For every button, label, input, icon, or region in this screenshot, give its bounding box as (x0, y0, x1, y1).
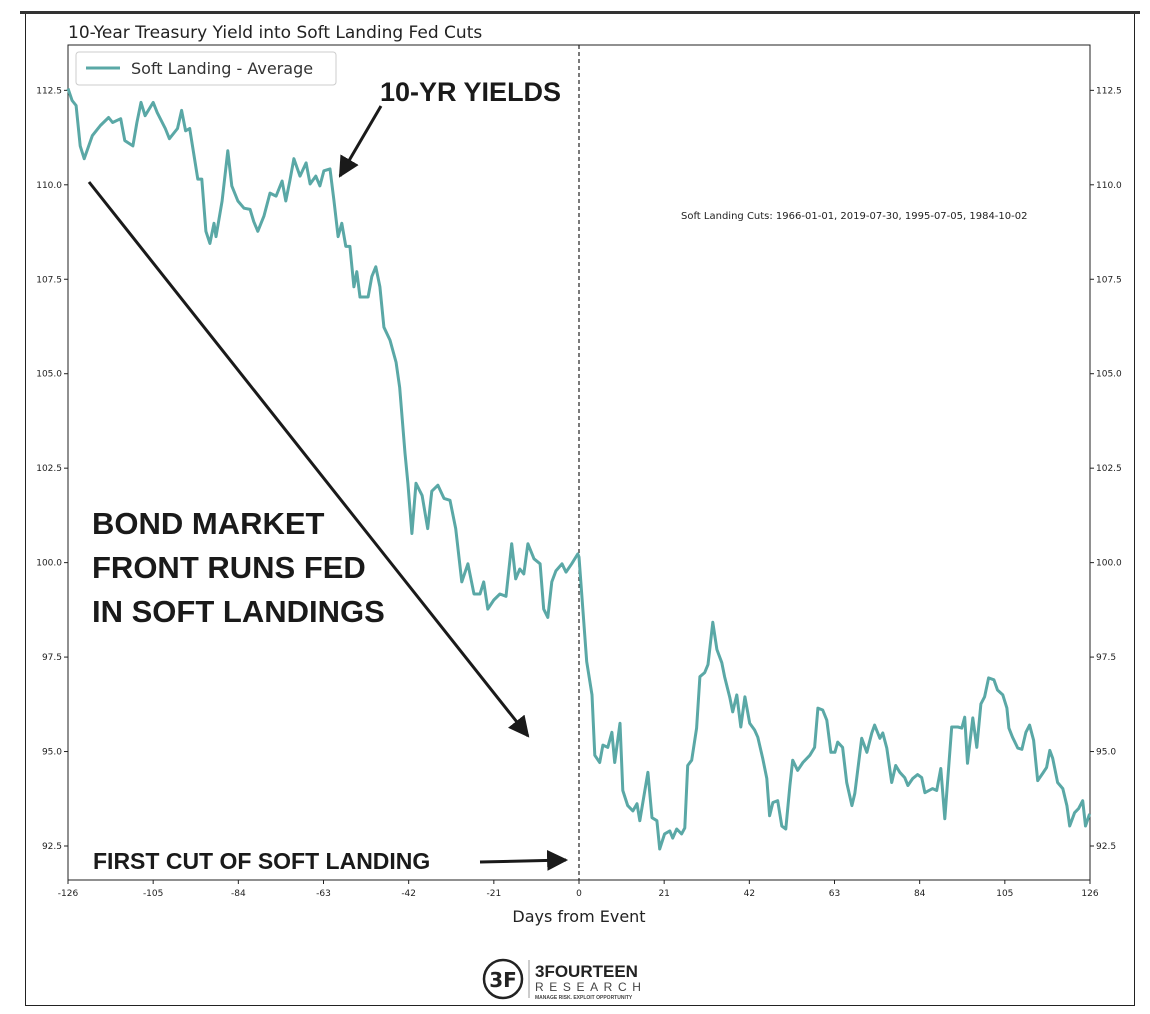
x-axis: -126 -105 -84 -63 -42 -21 0 21 42 63 84 105 126 (58, 880, 1099, 899)
y-tick-label-right: 97.5 (1096, 653, 1116, 663)
x-tick-label: -105 (143, 889, 163, 899)
trend-arrow (87, 181, 530, 738)
x-tick-label: 63 (829, 889, 840, 899)
x-axis-label: Days from Event (512, 907, 645, 926)
yields-arrow (338, 105, 383, 178)
y-axis-left: 92.5 95.0 97.5 100.0 102.5 105.0 107.5 110.0 112… (36, 86, 68, 852)
y-tick-label-right: 105.0 (1096, 370, 1122, 380)
y-tick-label-right: 107.5 (1096, 275, 1122, 285)
x-tick-label: 84 (914, 889, 926, 899)
logo-tagline: MANAGE RISK. EXPLOIT OPPORTUNITY (535, 995, 633, 1001)
y-tick-label-right: 110.0 (1096, 181, 1122, 191)
y-tick-label-left: 107.5 (36, 275, 62, 285)
legend: Soft Landing - Average (75, 51, 337, 86)
logo-monogram-icon (482, 958, 524, 1000)
first-cut-arrow (479, 849, 569, 871)
x-tick-label: -63 (316, 889, 331, 899)
x-tick-label: 21 (658, 889, 669, 899)
y-tick-label-right: 92.5 (1096, 842, 1116, 852)
y-tick-label-right: 95.0 (1096, 748, 1116, 758)
headline-line-1: BOND MARKET (92, 506, 325, 541)
x-tick-label: -126 (58, 889, 79, 899)
logo-name-line2: RESEARCH (535, 980, 646, 994)
y-tick-label-right: 112.5 (1096, 86, 1122, 96)
y-tick-label-left: 100.0 (36, 559, 62, 569)
y-tick-label-left: 105.0 (36, 370, 62, 380)
logo-monogram: 3F (489, 968, 517, 992)
x-tick-label: 42 (744, 889, 755, 899)
cuts-note: Soft Landing Cuts: 1966-01-01, 2019-07-3… (681, 211, 1027, 222)
x-tick-label: -84 (231, 889, 246, 899)
x-tick-label: -42 (401, 889, 416, 899)
legend-entry: Soft Landing - Average (131, 59, 313, 78)
window-top-border (20, 11, 1140, 14)
y-tick-label-left: 110.0 (36, 181, 62, 191)
y-tick-label-right: 102.5 (1096, 464, 1122, 474)
x-tick-label: 0 (576, 889, 582, 899)
logo-name-line1: 3FOURTEEN (535, 962, 638, 981)
x-tick-label: 126 (1081, 889, 1098, 899)
headline-line-2: FRONT RUNS FED (92, 550, 366, 585)
chart-title: 10-Year Treasury Yield into Soft Landing… (68, 23, 482, 43)
y-tick-label-left: 102.5 (36, 464, 62, 474)
figure-frame (25, 14, 1135, 1006)
headline-line-3: IN SOFT LANDINGS (92, 594, 385, 629)
y-tick-label-left: 95.0 (42, 748, 62, 758)
y-tick-label-left: 112.5 (36, 86, 62, 96)
yields-annotation: 10-YR YIELDS (380, 77, 561, 107)
series-line-soft-landing-average (66, 88, 1092, 851)
x-tick-label: 105 (996, 889, 1013, 899)
y-axis-right: 92.5 95.0 97.5 100.0 102.5 105.0 107.5 110.0 112… (1090, 86, 1122, 852)
y-tick-label-left: 92.5 (42, 842, 62, 852)
y-tick-label-left: 97.5 (42, 653, 62, 663)
legend-box (75, 51, 337, 86)
logo: 3F 3FOURTEEN RESEARCH MANAGE RISK. EXPLO… (482, 958, 646, 1001)
x-tick-label: -21 (486, 889, 501, 899)
y-tick-label-right: 100.0 (1096, 559, 1122, 569)
first-cut-annotation: FIRST CUT OF SOFT LANDING (93, 848, 430, 874)
